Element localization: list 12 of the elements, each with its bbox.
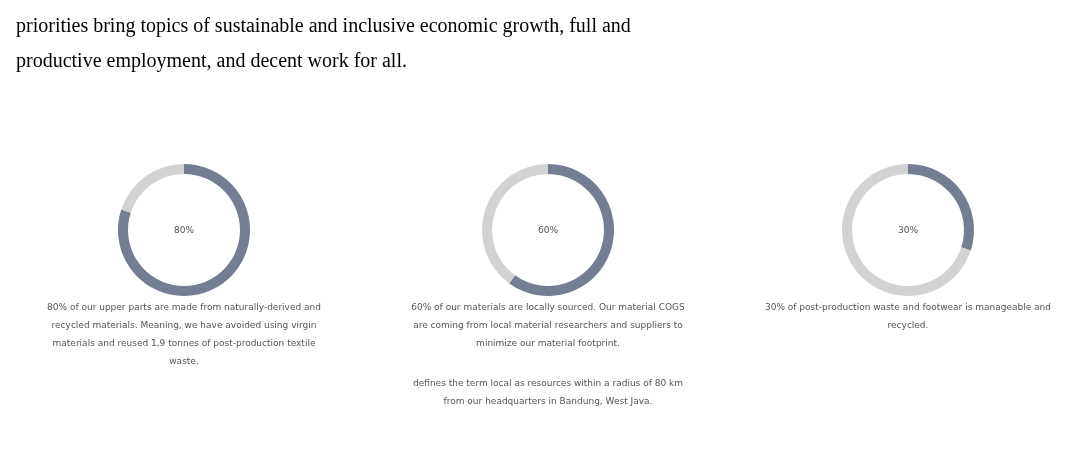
donut-slice [118, 164, 250, 296]
donut-slice [842, 164, 971, 296]
text: 30% [897, 225, 919, 235]
text: defines the term local as resources within a radius of 80 km from our headquarters in Bandung, West Java. [413, 378, 683, 406]
text: 80% [173, 225, 195, 235]
text: 60% of our materials are locally sourced. Our material COGS are coming from local material researchers and suppliers to minimize our material footprint. [411, 302, 686, 348]
text: 30% of post-production waste and footwear is manageable and recycled. [764, 302, 1052, 330]
text: 80% of our upper parts are made from naturally-derived and recycled materials. Meaning, we have avoided using virgin materials and reused 1,9 tonnes of post-production textile waste. [47, 302, 321, 366]
text: 60% [537, 225, 559, 235]
donut-slice [509, 164, 614, 296]
text: priorities bring topics of sustainable and inclusive economic growth, full and productive employment, and decent work for all. [16, 14, 631, 72]
donut-slice [121, 164, 184, 213]
